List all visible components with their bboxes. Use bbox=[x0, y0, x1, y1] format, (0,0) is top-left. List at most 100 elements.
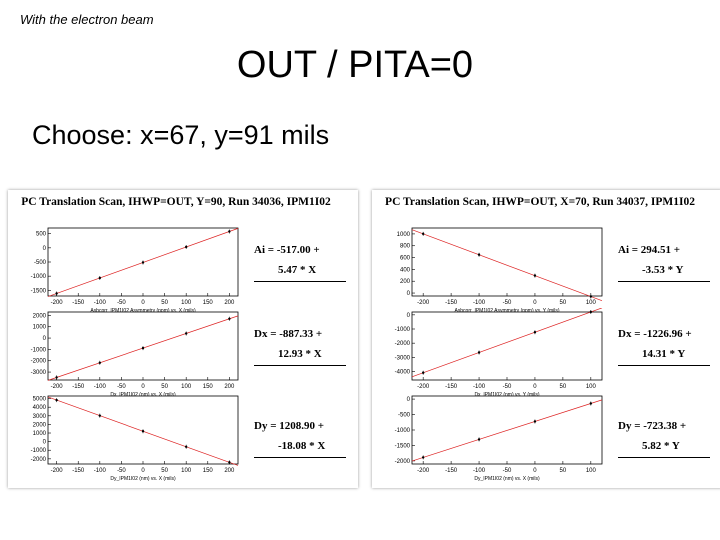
x-tick-label: -200 bbox=[417, 384, 430, 390]
x-tick-label: 100 bbox=[586, 468, 597, 474]
fit-underline bbox=[618, 365, 710, 366]
x-tick-label: -100 bbox=[473, 384, 486, 390]
x-tick-label: -50 bbox=[503, 384, 512, 390]
y-tick-label: 2000 bbox=[33, 313, 47, 319]
fit-equation-line1: Dy = 1208.90 + bbox=[254, 420, 324, 432]
x-tick-label: 50 bbox=[161, 468, 168, 474]
data-point bbox=[141, 430, 145, 433]
y-tick-label: 0 bbox=[43, 440, 47, 446]
slide-title: OUT / PITA=0 bbox=[236, 44, 474, 86]
y-tick-label: -1000 bbox=[31, 274, 47, 280]
y-tick-label: -1500 bbox=[31, 288, 47, 294]
x-scan-title: PC Translation Scan, IHWP=OUT, Y=90, Run… bbox=[21, 196, 331, 208]
x-tick-label: 200 bbox=[224, 468, 235, 474]
y-tick-label: 1000 bbox=[33, 325, 47, 331]
x-tick-label: 200 bbox=[224, 384, 235, 390]
data-point bbox=[589, 295, 593, 298]
y-tick-label: 0 bbox=[407, 291, 411, 297]
x-tick-label: -50 bbox=[117, 384, 126, 390]
y-tick-label: 800 bbox=[400, 244, 411, 250]
fit-equation-line2: 5.82 * Y bbox=[642, 440, 680, 452]
x-tick-label: 0 bbox=[533, 384, 537, 390]
x-tick-label: 100 bbox=[181, 384, 192, 390]
data-point bbox=[98, 276, 102, 280]
plot-frame bbox=[411, 395, 603, 465]
x-tick-label: 0 bbox=[533, 468, 537, 474]
y-scan-ai-fit: Ai = 294.51 + -3.53 * Y bbox=[616, 236, 716, 296]
x-axis-label: Dy_IPM1I02 (nm) vs. X (mils) bbox=[474, 476, 540, 482]
data-point bbox=[533, 331, 537, 334]
x-tick-label: -100 bbox=[94, 468, 107, 474]
x-tick-label: -200 bbox=[51, 300, 64, 306]
x-tick-label: -150 bbox=[445, 468, 458, 474]
x-axis-label: Dx_IPM1I02 (nm) vs. X (mils) bbox=[110, 392, 176, 398]
y-tick-label: 400 bbox=[400, 267, 411, 273]
data-point bbox=[589, 310, 593, 314]
x-tick-label: -150 bbox=[72, 468, 85, 474]
x-tick-label: -50 bbox=[503, 468, 512, 474]
x-tick-label: 50 bbox=[161, 384, 168, 390]
x-scan-dy-plot: -200 -150 -100 -50 0 50 100 150 200 5000 4000 3000 2… bbox=[31, 395, 239, 482]
y-tick-label: -3000 bbox=[395, 355, 411, 361]
y-tick-label: -3000 bbox=[31, 370, 47, 376]
data-point bbox=[477, 438, 481, 441]
x-tick-label: 0 bbox=[533, 300, 537, 306]
x-tick-label: -100 bbox=[94, 300, 107, 306]
x-tick-label: -100 bbox=[94, 384, 107, 390]
y-tick-label: 0 bbox=[43, 336, 47, 342]
y-tick-label: 600 bbox=[400, 256, 411, 262]
x-tick-label: -150 bbox=[445, 300, 458, 306]
data-point bbox=[141, 346, 145, 350]
y-tick-label: 0 bbox=[407, 397, 411, 403]
data-point bbox=[533, 420, 537, 423]
y-tick-label: -500 bbox=[398, 413, 411, 419]
fit-equation-line2: 5.47 * X bbox=[278, 264, 317, 276]
x-tick-label: 150 bbox=[203, 468, 214, 474]
data-point bbox=[55, 376, 58, 379]
x-axis-label: Dy_IPM1I02 (nm) vs. X (mils) bbox=[110, 476, 176, 482]
y-tick-label: -2000 bbox=[395, 341, 411, 347]
y-tick-label: -4000 bbox=[395, 370, 411, 376]
fit-underline bbox=[254, 281, 346, 282]
y-scan-ai-plot: -200 -150 -100 -50 0 50 100 1000 800 600 400 200 0 As… bbox=[397, 227, 603, 314]
y-tick-label: -1500 bbox=[395, 443, 411, 449]
data-point bbox=[184, 245, 188, 249]
y-tick-label: -1000 bbox=[31, 448, 47, 454]
fit-underline bbox=[618, 281, 710, 282]
y-tick-label: 3000 bbox=[33, 414, 47, 420]
data-point bbox=[184, 332, 188, 335]
x-axis-label: Dx_IPM1I02 (nm) vs. Y (mils) bbox=[474, 392, 539, 398]
x-axis-label: Asbcorr_IPM1I02 Asymmetry (ppm) vs. X (m… bbox=[90, 308, 196, 314]
x-scan-ai-fit: Ai = -517.00 + 5.47 * X bbox=[252, 236, 352, 296]
data-point bbox=[421, 456, 425, 459]
fit-line bbox=[411, 308, 603, 378]
x-tick-label: 150 bbox=[203, 300, 214, 306]
y-tick-label: -1000 bbox=[395, 428, 411, 434]
x-tick-label: 50 bbox=[560, 384, 567, 390]
x-tick-label: -50 bbox=[503, 300, 512, 306]
fit-equation-line2: -18.08 * X bbox=[278, 440, 326, 452]
fit-underline bbox=[254, 365, 346, 366]
x-scan-dx-fit: Dx = -887.33 + 12.93 * X bbox=[252, 320, 352, 380]
x-scan-panel: PC Translation Scan, IHWP=OUT, Y=90, Run… bbox=[8, 190, 358, 488]
x-tick-label: 0 bbox=[141, 384, 145, 390]
fit-equation-line1: Dy = -723.38 + bbox=[618, 420, 687, 432]
data-point bbox=[533, 274, 537, 277]
y-scan-dx-fit: Dx = -1226.96 + 14.31 * Y bbox=[616, 320, 716, 380]
fit-equation-line2: 14.31 * Y bbox=[642, 348, 686, 360]
y-tick-label: 2000 bbox=[33, 422, 47, 428]
data-point bbox=[477, 351, 481, 354]
slide-subtitle: Choose: x=67, y=91 mils bbox=[32, 120, 330, 150]
x-tick-label: 100 bbox=[181, 468, 192, 474]
y-tick-label: 0 bbox=[43, 246, 47, 252]
fit-underline bbox=[618, 457, 710, 458]
fit-equation-line2: -3.53 * Y bbox=[642, 264, 684, 276]
y-tick-label: 4000 bbox=[33, 405, 47, 411]
fit-line bbox=[411, 399, 603, 462]
x-tick-label: 50 bbox=[161, 300, 168, 306]
y-scan-dy-fit: Dy = -723.38 + 5.82 * Y bbox=[616, 412, 716, 472]
x-tick-label: -200 bbox=[417, 300, 430, 306]
data-point bbox=[589, 402, 593, 405]
y-scan-dy-plot: -200 -150 -100 -50 0 50 1000-500-1000-1500-200… bbox=[395, 395, 603, 482]
fit-equation-line1: Dx = -887.33 + bbox=[254, 328, 323, 340]
